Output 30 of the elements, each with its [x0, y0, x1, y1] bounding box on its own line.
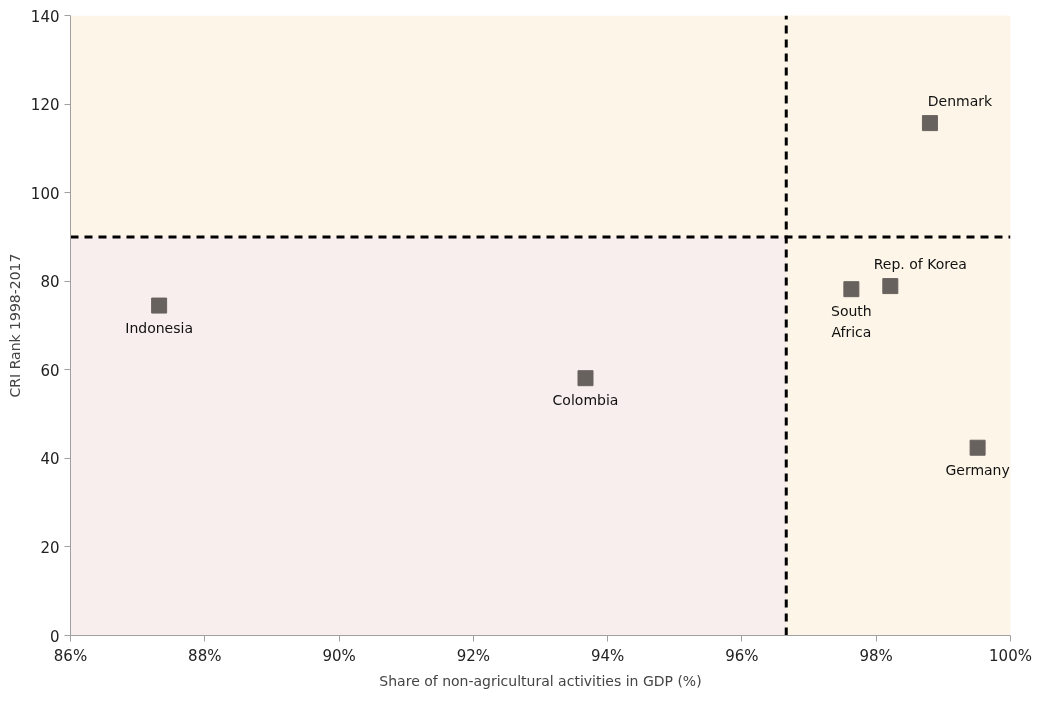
x-tick-label: 88% — [188, 646, 222, 665]
y-tick-label: 60 — [40, 361, 60, 380]
y-tick-label: 40 — [40, 450, 60, 469]
y-tick-label: 0 — [49, 627, 60, 646]
y-tick-label: 100 — [30, 184, 60, 203]
annotation: Indonesia — [125, 319, 193, 336]
x-tick-label: 100% — [989, 646, 1032, 665]
annotation: Germany — [945, 461, 1010, 478]
y-tick-label: 80 — [40, 273, 60, 292]
point — [921, 115, 938, 132]
annotation: South Africa — [831, 303, 872, 340]
y-axis-title: CRI Rank 1998-2017 — [6, 253, 23, 398]
annotation: Denmark — [927, 93, 993, 110]
x-tick-label: 96% — [725, 646, 759, 665]
y-tick-label: 20 — [40, 538, 60, 557]
point — [882, 278, 899, 295]
x-tick-label: 92% — [456, 646, 491, 665]
x-tick-label: 98% — [859, 646, 893, 665]
point — [843, 281, 860, 298]
annotation: Rep. of Korea — [873, 256, 967, 273]
point — [577, 370, 594, 387]
y-tick-label: 120 — [30, 96, 60, 115]
point — [969, 439, 986, 456]
y-tick-label: 140 — [30, 7, 60, 26]
x-tick-label: 90% — [322, 646, 356, 665]
annotation: Colombia — [552, 392, 619, 409]
x-tick-label: 94% — [590, 646, 625, 665]
point — [151, 297, 168, 314]
x-tick-label: 86% — [53, 646, 88, 665]
x-axis-title: Share of non-agricultural activities in GDP (%) — [379, 672, 702, 689]
